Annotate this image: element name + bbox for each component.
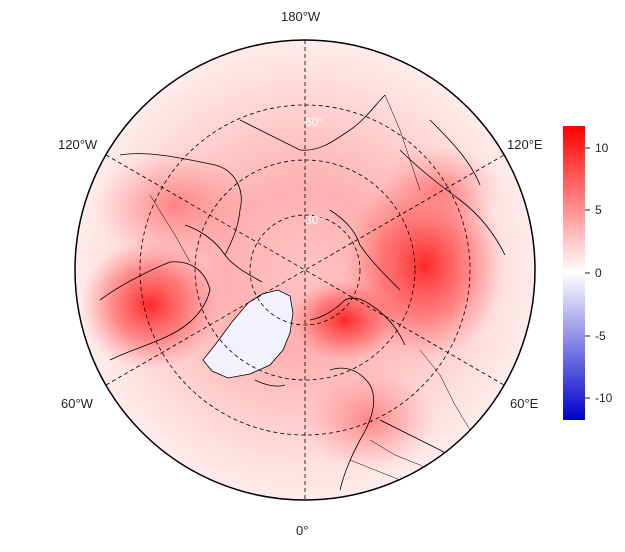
lon-label-60w: 60°W (61, 396, 93, 411)
colorbar (563, 126, 585, 420)
anomaly-warm-eurasia (380, 145, 500, 235)
lon-label-120w: 120°W (58, 137, 98, 152)
anomaly-hotspot-canada (80, 240, 220, 370)
map-border (74, 39, 536, 501)
lat-label-30: 60° (305, 115, 323, 129)
colorbar-tick-label: -10 (595, 391, 613, 405)
graticule (105, 40, 505, 500)
anomaly-warm-alaska (95, 150, 255, 260)
coastlines (99, 94, 506, 491)
colorbar-tick-label: 10 (595, 141, 609, 155)
colorbar-tick-label: -5 (595, 329, 606, 343)
country-borders (149, 94, 471, 481)
colorbar-ticks (585, 147, 590, 399)
lon-label-60e: 60°E (510, 396, 539, 411)
lon-label-0: 0° (296, 523, 309, 538)
lat-label-60: 30° (305, 213, 323, 227)
colorbar-tick-label: 5 (595, 203, 602, 217)
colorbar-tick-label: 0 (595, 266, 602, 280)
lon-label-180w: 180°W (281, 9, 321, 24)
lon-label-120e: 120°E (507, 137, 543, 152)
